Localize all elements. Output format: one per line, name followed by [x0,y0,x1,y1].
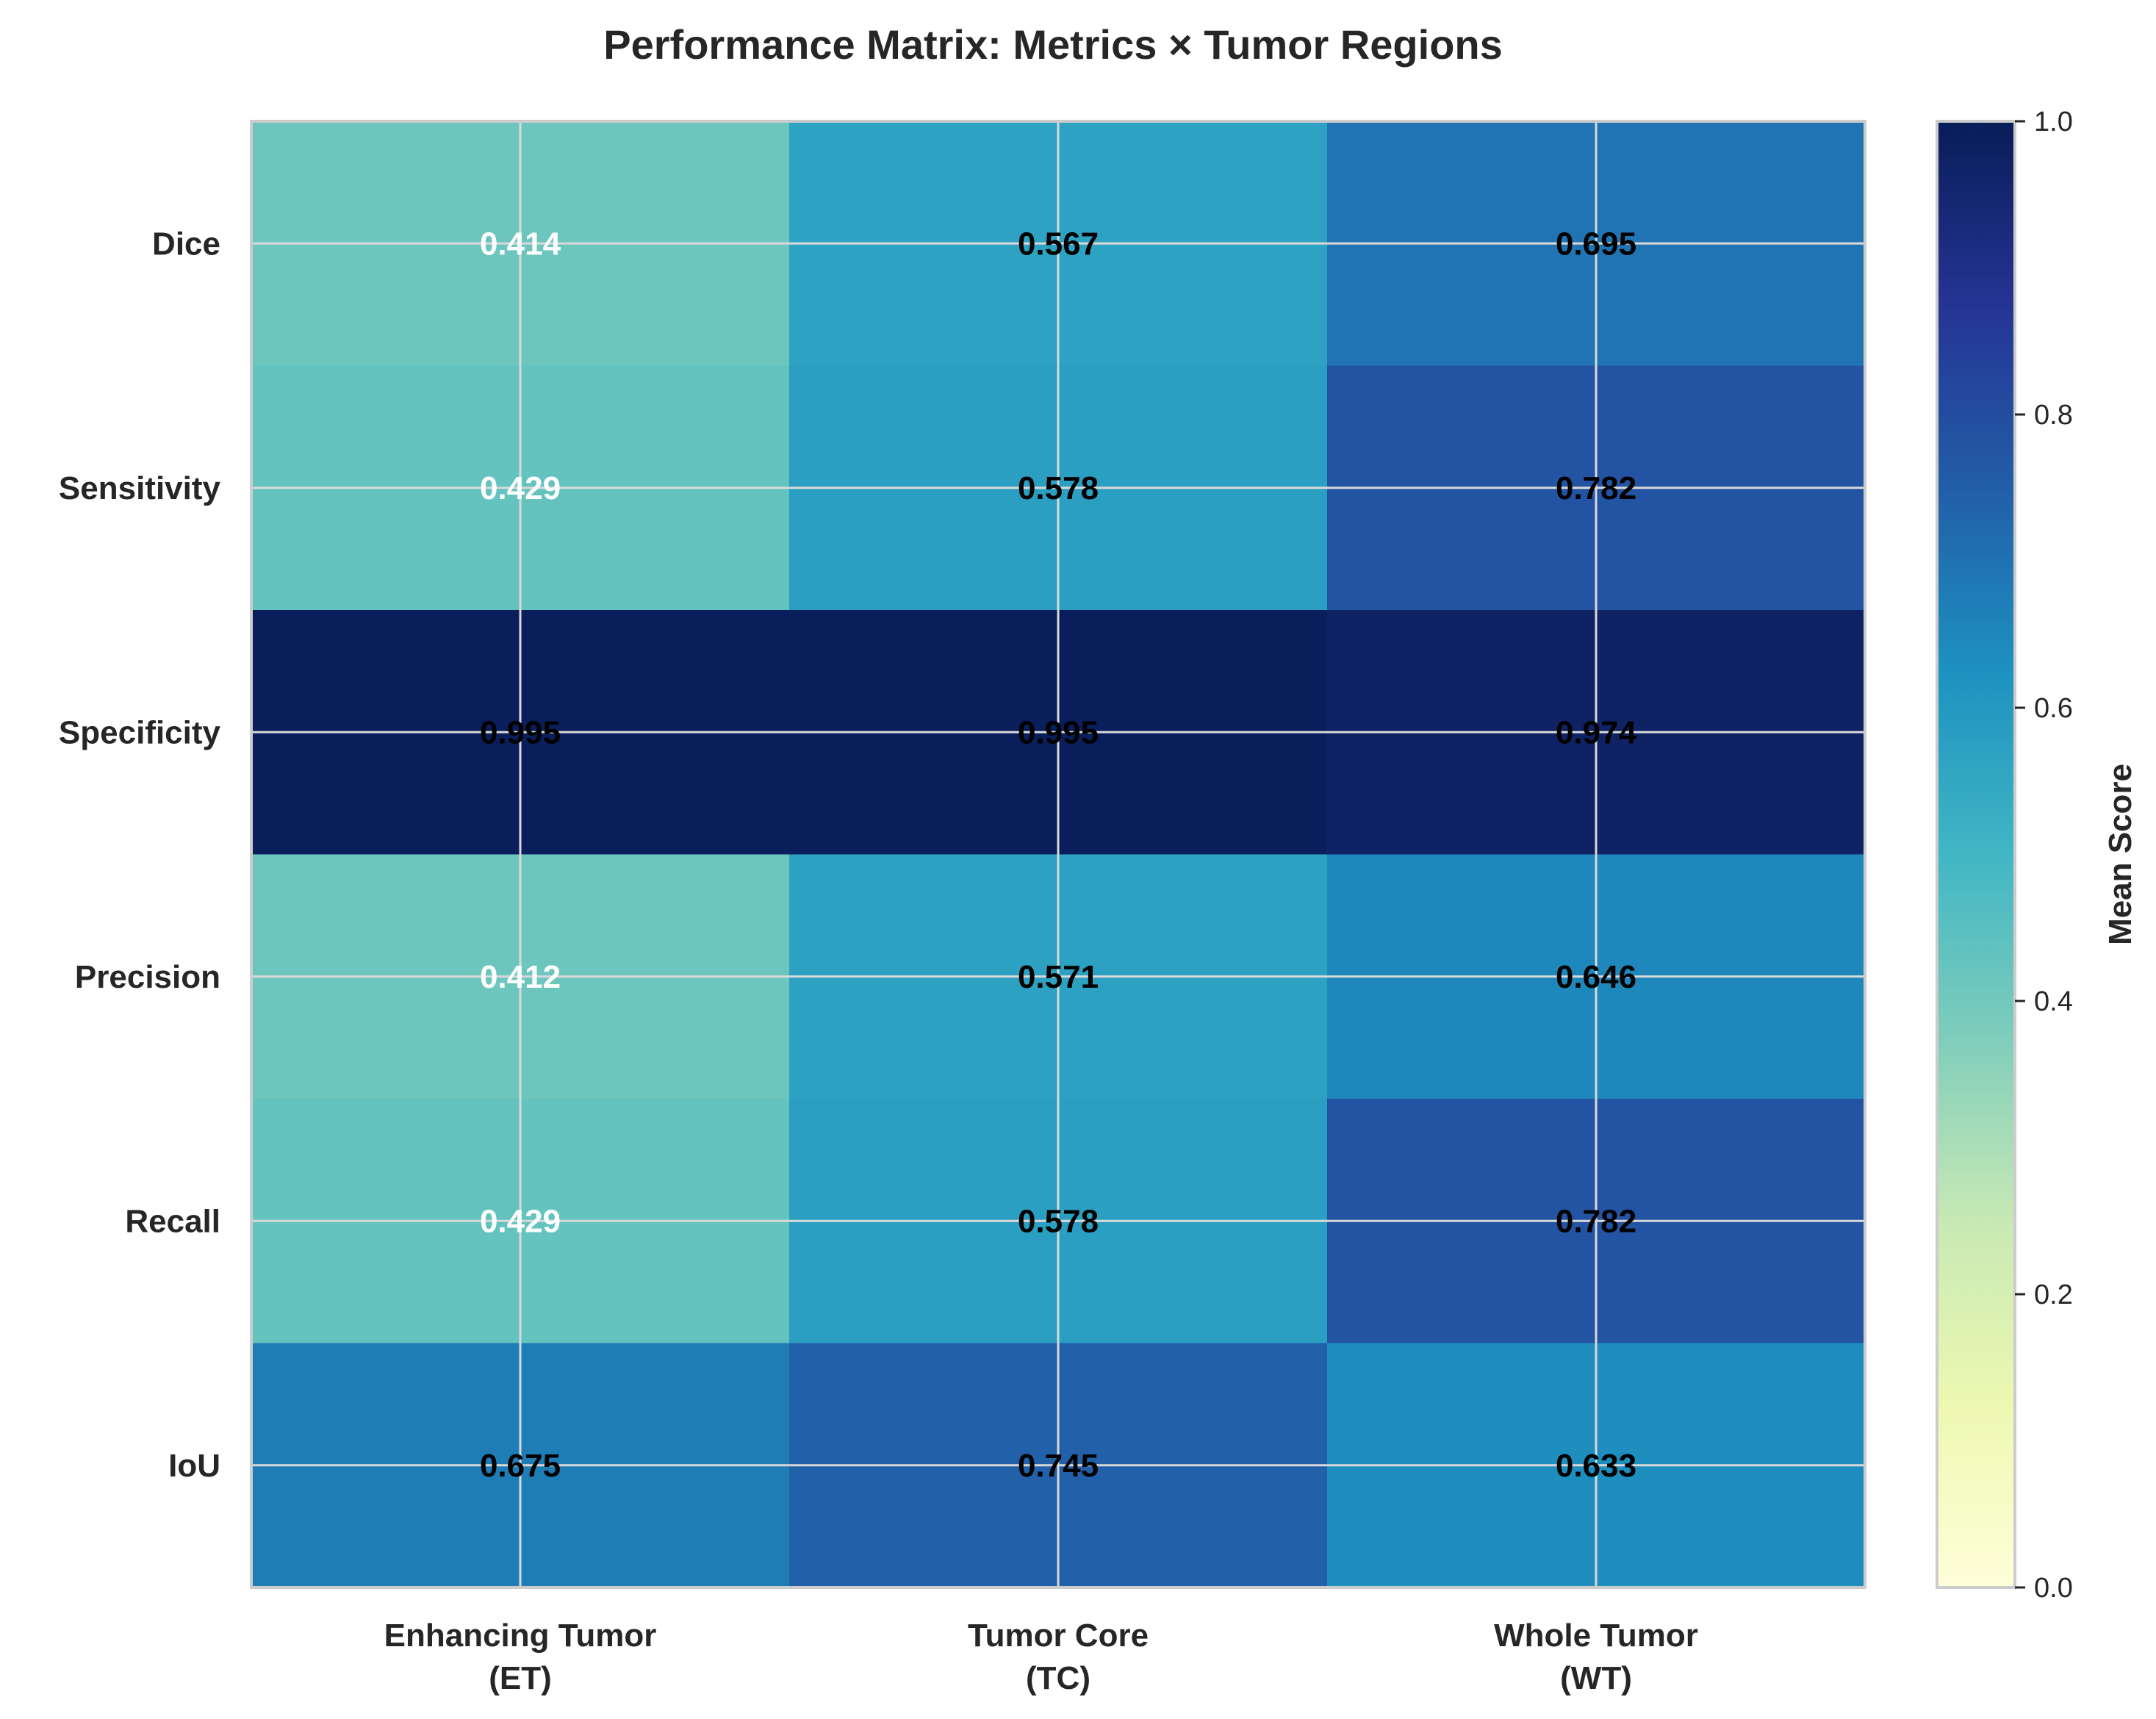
row-label: Recall [125,1203,220,1239]
cell-value-label: 0.429 [480,470,561,506]
cell-value-label: 0.782 [1556,1203,1636,1239]
colorbar-tick-label: 0.6 [2034,693,2073,724]
row-label: Dice [152,226,220,262]
cell-value-label: 0.412 [480,959,561,995]
row-label: Precision [75,959,220,995]
column-label: Tumor Core [968,1618,1149,1654]
colorbar-tick-label: 1.0 [2034,107,2073,137]
column-labels: Enhancing Tumor (ET) Tumor Core (TC) Whole T… [384,1618,1698,1696]
gridlines [250,120,1866,1589]
cell-value-label: 0.578 [1018,470,1099,506]
cell-value-label: 0.995 [480,714,561,750]
row-label: Specificity [59,714,221,750]
row-label: Sensitivity [59,470,221,506]
colorbar-label: Mean Score [2102,764,2138,945]
cell-value-label: 0.578 [1018,1203,1099,1239]
cell-value-label: 0.745 [1018,1448,1099,1484]
cell-value-label: 0.414 [480,226,561,262]
cell-value-label: 0.695 [1556,226,1636,262]
cell-value-labels: 0.414 0.567 0.695 0.429 0.578 0.782 0.995 0.995… [480,226,1637,1484]
cell-value-label: 0.782 [1556,470,1636,506]
colorbar-tick-label: 0.0 [2034,1573,2073,1604]
colorbar-tick-label: 0.8 [2034,400,2073,431]
colorbar-tick-label: 0.4 [2034,986,2073,1017]
cell-value-label: 0.974 [1556,714,1637,750]
column-label: (ET) [489,1660,552,1696]
row-label: IoU [168,1448,220,1484]
column-label: Enhancing Tumor [384,1618,657,1654]
column-label: (TC) [1026,1660,1090,1696]
cell-value-label: 0.567 [1018,226,1099,262]
plot-border [250,120,1866,1589]
column-label: Whole Tumor [1494,1618,1698,1654]
cell-value-label: 0.571 [1018,959,1099,995]
colorbar-tick-label: 0.2 [2034,1280,2073,1310]
cell-value-label: 0.995 [1018,714,1099,750]
cell-value-label: 0.646 [1556,959,1636,995]
cell-value-label: 0.633 [1556,1448,1636,1484]
cell-value-label: 0.675 [480,1448,561,1484]
colorbar-gradient [1936,120,2016,1589]
chart-title: Performance Matrix: Metrics × Tumor Regi… [603,21,1503,68]
colorbar: 0.0 0.2 0.4 0.6 0.8 1.0 Mean Score [1936,107,2138,1604]
cell-value-label: 0.429 [480,1203,561,1239]
column-label: (WT) [1560,1660,1632,1696]
row-labels: Dice Sensitivity Specificity Precision Recal… [59,226,221,1484]
